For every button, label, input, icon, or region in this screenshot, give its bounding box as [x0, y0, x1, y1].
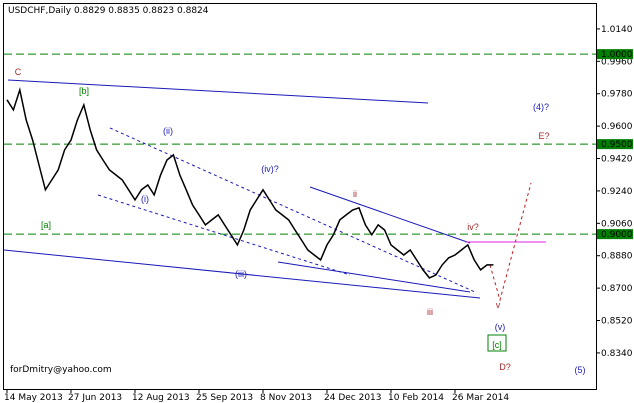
trendline: [7, 79, 429, 104]
level-label-box: [597, 139, 633, 150]
level-label: 0.9000: [601, 230, 633, 240]
y-tick-label: 1.0140: [601, 25, 633, 35]
level-label-box: [597, 229, 633, 240]
trendline: [3, 249, 481, 299]
trendline: [277, 261, 471, 293]
level-label: 1.0000: [601, 50, 633, 60]
wave-label: E?: [538, 131, 549, 141]
wave-label: (i): [141, 194, 149, 204]
y-tick-label: 0.9780: [601, 90, 633, 100]
plot-frame: [3, 3, 597, 390]
x-tick-label: 14 May 2013: [4, 393, 63, 403]
y-tick-label: 0.9600: [601, 122, 633, 132]
wave-label: (iv)?: [261, 164, 279, 174]
y-tick-label: 0.8340: [601, 349, 633, 359]
wave-label: [c]: [492, 340, 502, 350]
x-tick-label: 24 Dec 2013: [324, 393, 382, 403]
y-tick-label: 0.8520: [601, 317, 633, 327]
wave-label: [a]: [41, 220, 51, 230]
wave-label: (4)?: [533, 102, 549, 112]
wave-label: (iii): [235, 269, 247, 279]
y-tick-label: 0.9420: [601, 155, 633, 165]
trendline: [109, 127, 476, 293]
y-tick-label: 0.8700: [601, 284, 633, 294]
projection: [489, 182, 532, 302]
annotation-box: [487, 334, 507, 352]
y-tick-label: 0.8880: [601, 252, 633, 262]
wave-label: (v): [495, 322, 506, 332]
level-label: 0.9500: [601, 140, 633, 150]
wave-label: C: [15, 67, 22, 77]
wave-label: v: [496, 300, 501, 310]
y-tick-label: 0.9060: [601, 219, 633, 229]
wave-label: iv?: [467, 222, 479, 232]
wave-label: iii: [427, 307, 433, 317]
x-tick-label: 10 Feb 2014: [388, 393, 444, 403]
x-tick-label: 12 Aug 2013: [132, 393, 190, 403]
wave-label: (5): [575, 365, 586, 375]
wave-label: ii: [353, 189, 357, 199]
wave-label: (ii): [163, 126, 173, 136]
chart-title: USDCHF,Daily 0.8829 0.8835 0.8823 0.8824: [8, 6, 209, 16]
wave-label: [b]: [79, 86, 89, 96]
x-tick-label: 8 Nov 2013: [260, 393, 312, 403]
y-tick-label: 0.9960: [601, 57, 633, 67]
y-tick-label: 0.9240: [601, 187, 633, 197]
x-tick-label: 27 Jun 2013: [68, 393, 122, 403]
level-label-box: [597, 49, 633, 60]
x-tick-label: 25 Sep 2013: [196, 393, 253, 403]
x-tick-label: 26 Mar 2014: [452, 393, 509, 403]
wave-label: D?: [499, 362, 511, 372]
price-line: [6, 86, 494, 279]
watermark: forDmitry@yahoo.com: [10, 365, 112, 375]
trendline: [97, 194, 351, 276]
